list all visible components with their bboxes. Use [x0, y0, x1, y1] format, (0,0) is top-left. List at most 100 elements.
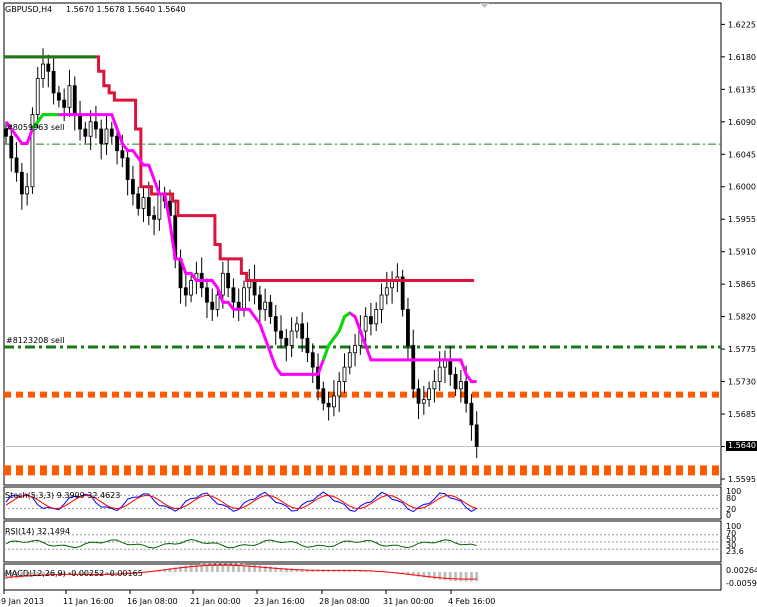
candle-body: [4, 128, 8, 137]
rsi-level-23: 23.6: [726, 547, 744, 556]
macd-bar: [300, 569, 304, 572]
macd-bar: [427, 572, 431, 579]
order-label-2: #8123208 sell: [6, 336, 65, 345]
macd-level-top: 0.00264: [726, 566, 757, 575]
macd-bar: [210, 563, 214, 572]
macd-bar: [4, 572, 8, 580]
axes: 1.6225 1.6180 1.6135 1.6090 1.6045 1.6000 1.59…: [1, 20, 756, 606]
candle-body: [88, 121, 93, 137]
stoch-main-line: [5, 491, 477, 513]
y-tick-label: 1.6225: [728, 20, 756, 29]
chart-ohlc: 1.5670 1.5678 1.5640 1.5640: [66, 5, 186, 14]
candle-body: [215, 294, 220, 310]
macd-bar: [464, 572, 468, 582]
x-tick-label: 28 Jan 08:00: [319, 597, 370, 606]
candle-body: [437, 366, 442, 382]
candle-body: [353, 345, 357, 354]
candle-body: [220, 272, 225, 296]
candle-body: [363, 316, 368, 332]
macd-bar: [94, 572, 98, 576]
macd-bar: [120, 572, 124, 575]
macd-bar: [216, 562, 220, 572]
candlesticks: [4, 48, 479, 459]
series-green-segment-1: [31, 113, 59, 130]
candle-body: [427, 388, 432, 401]
candle-body: [316, 366, 320, 390]
macd-bar: [316, 569, 320, 572]
candle-body: [332, 395, 336, 408]
candle-body: [474, 424, 479, 447]
rsi-label: RSI(14) 32.1494: [5, 527, 71, 536]
candle-body: [125, 157, 130, 180]
y-tick-label: 1.5955: [728, 215, 756, 224]
candle-body: [310, 352, 315, 368]
macd-bar: [237, 563, 241, 572]
macd-bar: [401, 572, 405, 575]
stoch-level-80: 80: [726, 494, 737, 503]
macd-bar: [231, 563, 235, 572]
macd-bar: [284, 568, 288, 572]
candle-body: [421, 399, 426, 404]
macd-bar: [184, 565, 188, 572]
stoch-label: Stoch(5,3,3) 9.3909 32.4623: [5, 491, 121, 500]
y-tick-label: 1.6000: [728, 183, 756, 192]
candle-body: [51, 70, 56, 94]
stoch-level-100: 100: [726, 487, 742, 496]
candle-body: [189, 280, 194, 296]
stoch-level-20: 20: [726, 505, 737, 514]
macd-bar: [205, 563, 209, 572]
macd-bar: [279, 567, 283, 572]
macd-bar: [406, 572, 410, 575]
candle-body: [205, 287, 209, 303]
y-tick-label: 1.5910: [728, 248, 756, 257]
macd-bar: [247, 564, 251, 572]
macd-bar: [348, 569, 352, 572]
candle-body: [458, 381, 463, 390]
y-tick-label: 1.6180: [728, 53, 756, 62]
macd-bar: [99, 572, 103, 576]
candle-body: [464, 381, 469, 404]
candle-body: [72, 85, 77, 115]
candle-body: [146, 197, 151, 217]
candle-body: [109, 128, 114, 137]
macd-bar: [417, 572, 421, 577]
x-tick-label: 9 Jan 2013: [1, 597, 44, 606]
macd-bar: [475, 572, 479, 582]
candle-body: [152, 215, 156, 220]
candle-body: [99, 128, 104, 144]
macd-bar: [274, 567, 278, 572]
candle-body: [78, 114, 82, 130]
stoch-level-0: 0: [726, 511, 732, 520]
candle-body: [379, 294, 384, 310]
macd-bar: [342, 569, 346, 572]
x-tick-label: 31 Jan 00:00: [383, 597, 434, 606]
macd-bar: [459, 572, 463, 582]
candle-body: [136, 193, 141, 209]
macd-bar: [41, 572, 45, 576]
y-tick-label: 1.6045: [728, 150, 756, 159]
pane-frame-3: [3, 563, 722, 591]
macd-bar: [295, 568, 299, 572]
y-tick-label: 1.5595: [728, 475, 756, 484]
trailing-lines: [3, 55, 477, 384]
macd-bar: [62, 572, 66, 576]
candle-body: [94, 121, 98, 130]
candle-body: [83, 128, 88, 137]
macd-bar: [432, 572, 436, 580]
candle-body: [453, 373, 458, 390]
macd-bar: [25, 572, 29, 578]
macd-bar: [78, 572, 82, 576]
macd-bar: [67, 572, 71, 576]
macd-bar: [311, 569, 315, 572]
candle-body: [369, 316, 373, 325]
macd-bar: [253, 564, 257, 572]
rsi-line: [5, 538, 477, 549]
macd-label: MACD(12,26,9) -0.00252 -0.00165: [5, 569, 143, 578]
macd-bar: [321, 569, 325, 572]
macd-bar: [469, 572, 473, 582]
macd-bar: [173, 567, 177, 572]
candle-body: [300, 323, 305, 339]
x-tick-label: 23 Jan 16:00: [254, 597, 305, 606]
macd-bar: [454, 572, 458, 582]
